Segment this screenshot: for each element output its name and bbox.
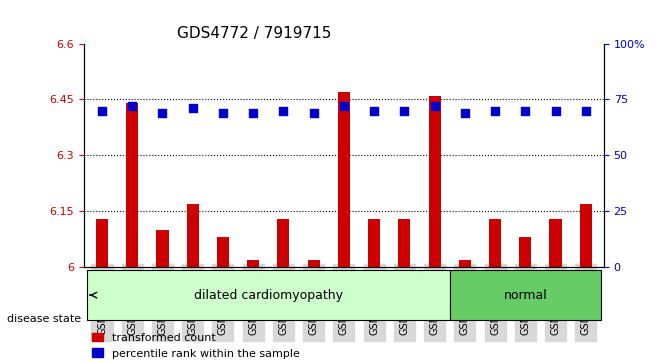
Bar bbox=[96, 219, 108, 267]
Bar bbox=[247, 260, 259, 267]
Text: disease state: disease state bbox=[7, 314, 81, 325]
Point bbox=[429, 103, 440, 109]
Bar bbox=[126, 103, 138, 267]
FancyBboxPatch shape bbox=[450, 270, 601, 320]
Point bbox=[187, 106, 198, 111]
Bar bbox=[459, 260, 471, 267]
Text: GDS4772 / 7919715: GDS4772 / 7919715 bbox=[177, 26, 332, 41]
Point bbox=[580, 108, 591, 114]
Point bbox=[369, 108, 380, 114]
Point bbox=[248, 110, 258, 116]
Bar bbox=[187, 204, 199, 267]
Bar bbox=[489, 219, 501, 267]
Point bbox=[127, 103, 138, 109]
Bar bbox=[338, 92, 350, 267]
Point bbox=[217, 110, 228, 116]
Point bbox=[520, 108, 531, 114]
Bar bbox=[307, 260, 319, 267]
Bar bbox=[429, 96, 441, 267]
Bar bbox=[368, 219, 380, 267]
Bar bbox=[399, 219, 411, 267]
Legend: transformed count, percentile rank within the sample: transformed count, percentile rank withi… bbox=[87, 328, 304, 363]
FancyBboxPatch shape bbox=[87, 270, 450, 320]
Point bbox=[399, 108, 410, 114]
Point bbox=[278, 108, 289, 114]
Bar bbox=[156, 230, 168, 267]
Point bbox=[550, 108, 561, 114]
Bar bbox=[580, 204, 592, 267]
Point bbox=[97, 108, 107, 114]
Bar bbox=[519, 237, 531, 267]
Text: normal: normal bbox=[503, 289, 547, 302]
Bar bbox=[277, 219, 289, 267]
Point bbox=[460, 110, 470, 116]
Point bbox=[308, 110, 319, 116]
Point bbox=[157, 110, 168, 116]
Bar bbox=[550, 219, 562, 267]
Point bbox=[490, 108, 501, 114]
Bar bbox=[217, 237, 229, 267]
Point bbox=[338, 103, 349, 109]
Text: dilated cardiomyopathy: dilated cardiomyopathy bbox=[194, 289, 343, 302]
